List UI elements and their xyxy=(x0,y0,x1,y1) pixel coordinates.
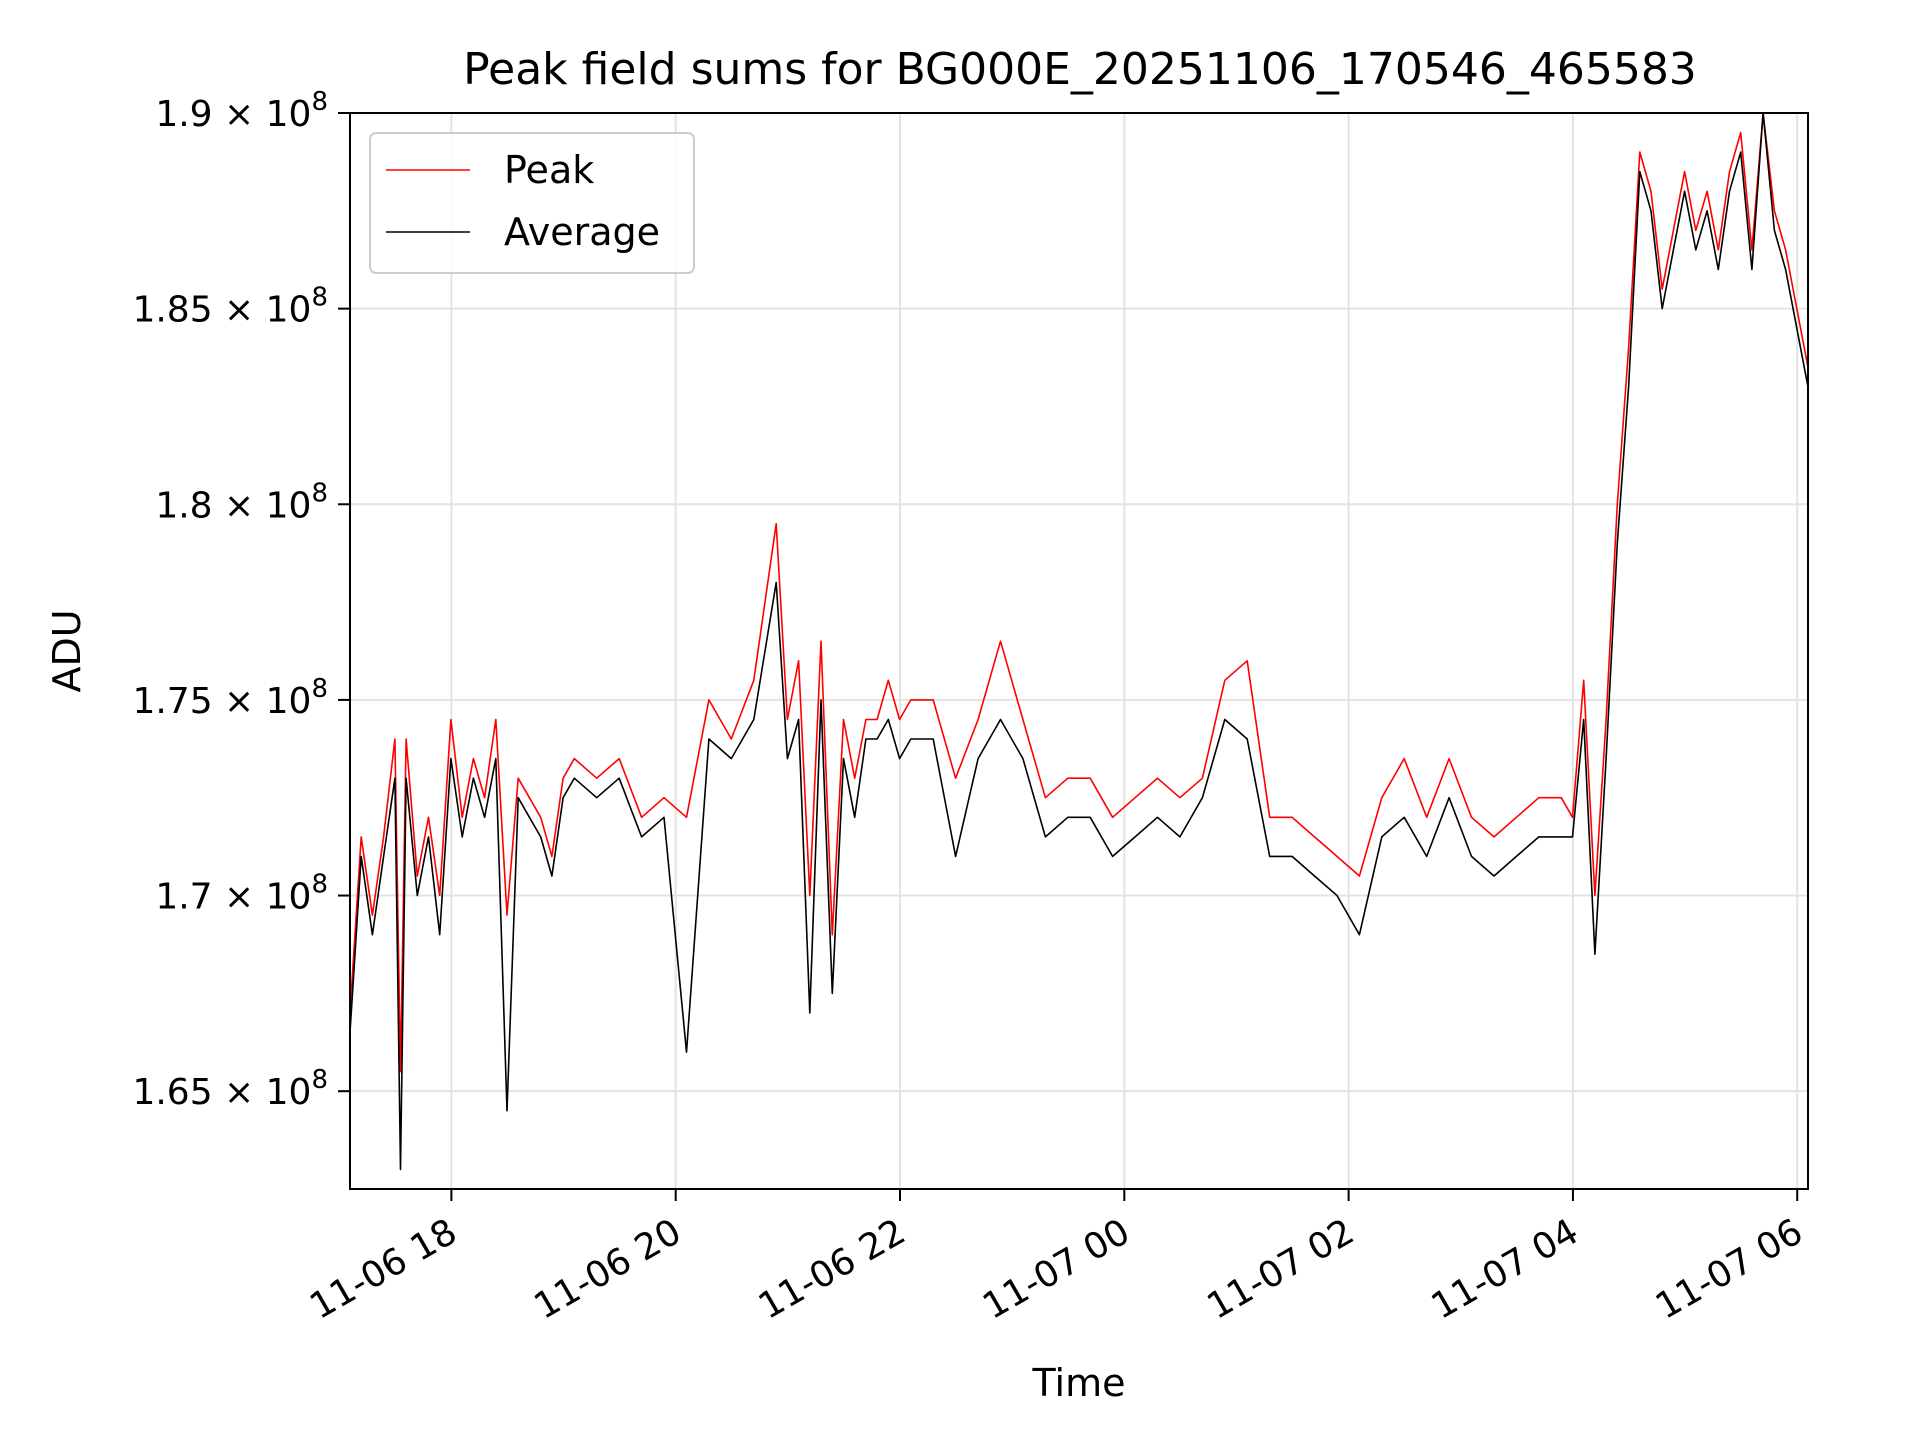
series-layer xyxy=(350,113,1808,1171)
legend: Peak Average xyxy=(369,132,695,274)
grid-lines xyxy=(350,112,1808,1189)
y-tick-label-5: 1.9 × 108 xyxy=(155,87,328,135)
chart-title: Peak field sums for BG000E_20251106_1705… xyxy=(463,44,1697,95)
plot-frame xyxy=(349,112,1809,1190)
y-tick-label-3: 1.8 × 108 xyxy=(155,478,328,526)
x-axis-label: Time xyxy=(1032,1361,1126,1405)
legend-box xyxy=(369,132,695,274)
y-axis: 1.65 × 108 1.7 × 108 1.75 × 108 1.8 × 108 1.… xyxy=(132,87,350,1113)
y-tick-label-4: 1.85 × 108 xyxy=(132,283,328,331)
y-tick-label-0: 1.65 × 108 xyxy=(132,1065,328,1113)
y-axis-label: ADU xyxy=(45,609,89,692)
y-tick-label-2: 1.75 × 108 xyxy=(132,674,328,722)
y-tick-label-1: 1.7 × 108 xyxy=(155,870,328,918)
series-line-peak xyxy=(350,113,1808,1073)
series-line-average xyxy=(350,113,1808,1171)
legend-label-peak: Peak xyxy=(504,148,594,192)
legend-label-average: Average xyxy=(504,210,660,254)
